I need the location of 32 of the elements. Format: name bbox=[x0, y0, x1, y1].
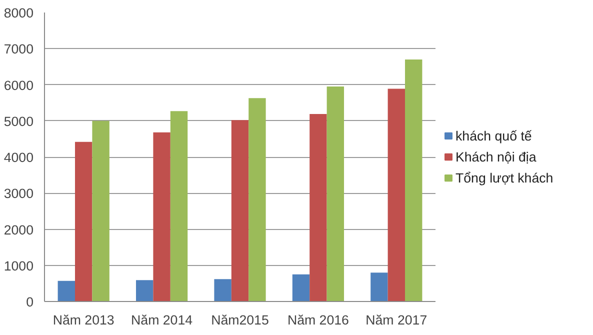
y-tick-label: 7000 bbox=[4, 42, 34, 57]
x-tick-label: Năm 2013 bbox=[52, 312, 114, 328]
bar bbox=[388, 88, 405, 302]
x-tick-label: Năm 2014 bbox=[131, 312, 194, 328]
bar bbox=[326, 86, 344, 302]
x-tick-label: Năm2015 bbox=[211, 312, 269, 328]
bar bbox=[153, 132, 170, 302]
bar bbox=[231, 120, 249, 302]
y-tick-label: 2000 bbox=[4, 222, 34, 238]
bar bbox=[170, 111, 188, 302]
bar bbox=[248, 98, 266, 302]
bar bbox=[214, 279, 232, 302]
y-tick-label: 8000 bbox=[4, 6, 34, 20]
x-tick-label: Năm 2017 bbox=[366, 312, 428, 328]
bar bbox=[370, 272, 388, 302]
y-tick-label: 3000 bbox=[4, 186, 34, 202]
y-tick-label: 1000 bbox=[4, 258, 34, 274]
y-tick-label: 5000 bbox=[4, 114, 34, 129]
legend-label: khách quố tế bbox=[456, 128, 532, 144]
legend-label: Tổng lượt khách bbox=[456, 170, 554, 186]
y-tick-label: 6000 bbox=[4, 78, 34, 93]
bar bbox=[136, 280, 154, 302]
bar bbox=[58, 280, 75, 302]
bar bbox=[405, 59, 422, 302]
bar bbox=[75, 142, 92, 302]
y-tick-label: 4000 bbox=[4, 150, 34, 165]
bar bbox=[92, 120, 110, 302]
x-tick-label: Năm 2016 bbox=[287, 312, 349, 328]
bar bbox=[310, 114, 327, 302]
y-tick-label: 0 bbox=[26, 294, 34, 310]
bar bbox=[292, 274, 310, 302]
legend-label: Khách nội địa bbox=[456, 150, 537, 164]
